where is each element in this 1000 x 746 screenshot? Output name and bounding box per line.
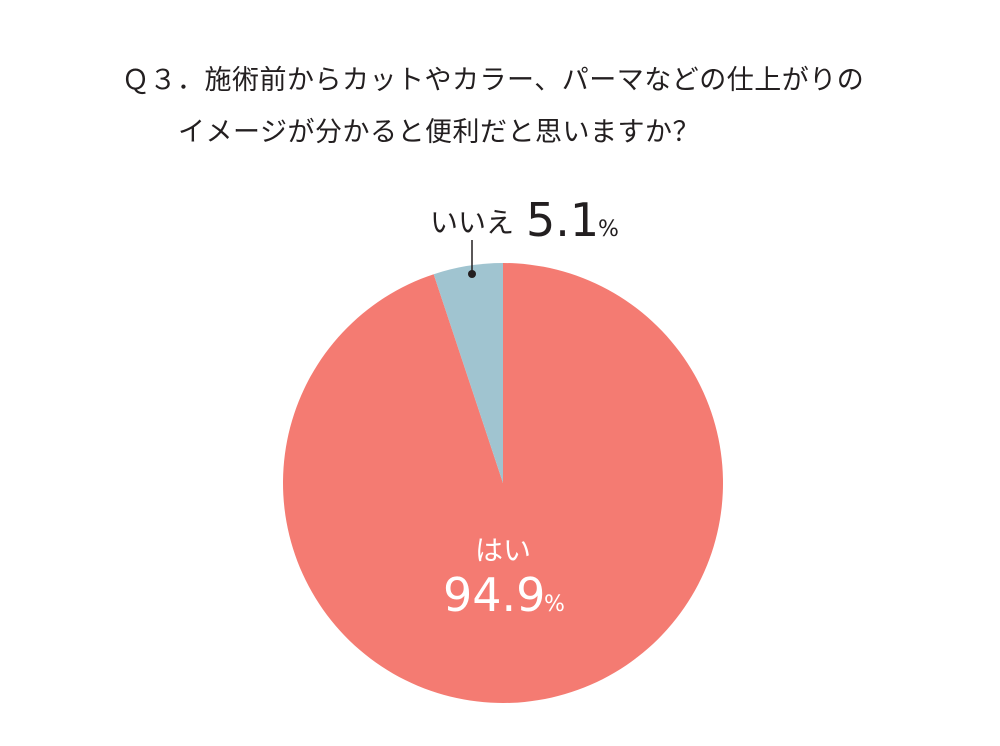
slice-label-hai: はい [475, 534, 531, 567]
slice-value-hai: 94.9 [443, 568, 545, 622]
pie-slice-iie [433, 263, 503, 483]
slice-unit-iie: % [598, 217, 619, 242]
pie-slices [283, 263, 724, 703]
chart-title-line-1: Ｑ３．施術前からカットやカラー、パーマなどの仕上がりの [122, 65, 865, 96]
slice-value-iie: 5.1 [526, 193, 599, 247]
leader-dot-iie [468, 270, 476, 278]
slice-unit-hai: % [544, 592, 565, 617]
pie-slice-hai [283, 263, 724, 703]
chart-title-line-2: イメージが分かると便利だと思いますか？ [178, 117, 700, 148]
slice-label-iie: いいえ [430, 206, 514, 239]
